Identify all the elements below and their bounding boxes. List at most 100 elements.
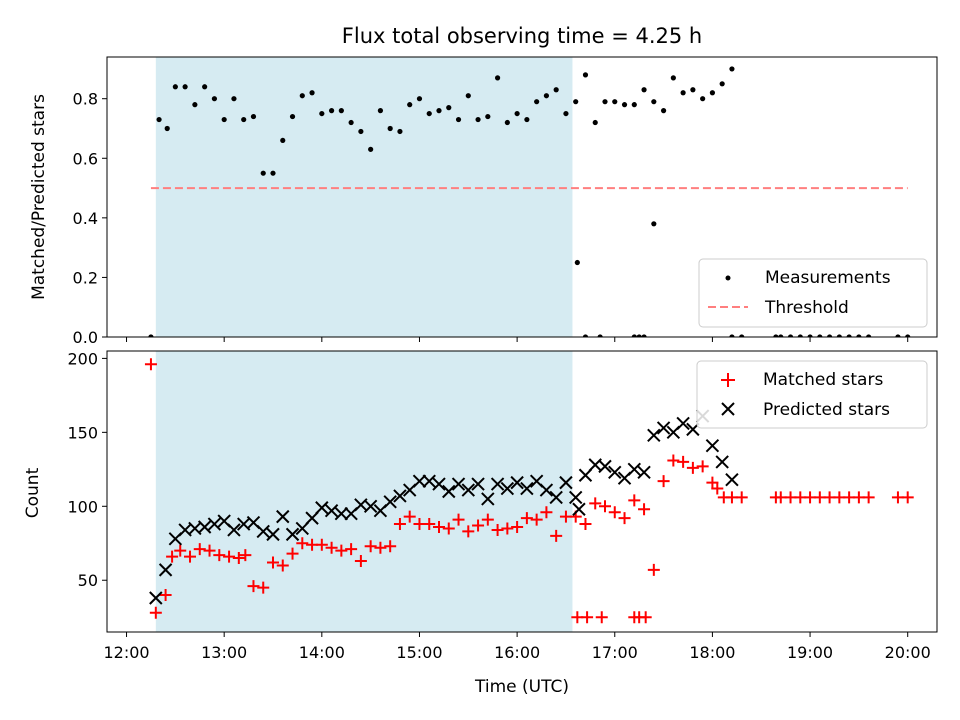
predicted-stars-point <box>647 428 661 443</box>
legend-predicted-label: Predicted stars <box>763 400 890 420</box>
bottom-y-axis-label: Count <box>23 467 43 518</box>
matched-stars-point <box>581 611 594 624</box>
x-tick-label: 13:00 <box>201 643 247 662</box>
matched-stars-point <box>491 523 504 536</box>
matched-stars-point <box>335 544 348 557</box>
matched-stars-point <box>520 512 533 525</box>
legend-x-marker <box>721 402 735 416</box>
legend-threshold-label: Threshold <box>764 298 849 318</box>
matched-stars-point <box>540 506 553 519</box>
measurement-point <box>475 116 481 123</box>
predicted-stars-point <box>559 475 573 490</box>
measurement-point <box>436 108 442 114</box>
top-y-tick-label: 0.4 <box>73 209 98 228</box>
measurement-point <box>807 334 813 337</box>
matched-stars-point <box>286 547 299 560</box>
matched-stars-point <box>433 520 445 533</box>
matched-stars-point <box>452 513 465 526</box>
matched-stars-point <box>696 460 709 473</box>
measurement-point <box>797 334 803 337</box>
measurement-point <box>553 87 559 93</box>
top-y-tick-label: 0.8 <box>73 90 98 109</box>
matched-stars-point <box>232 552 245 565</box>
measurement-point <box>670 75 676 81</box>
legend-measurements-label: Measurements <box>765 268 891 288</box>
measurement-point <box>573 99 579 105</box>
predicted-stars-point <box>481 492 495 506</box>
measurement-point <box>211 96 218 102</box>
measurement-point <box>192 102 198 108</box>
bottom-legend: Matched stars Predicted stars <box>696 360 928 429</box>
matched-stars-point <box>247 580 260 593</box>
matched-stars-point <box>159 589 172 602</box>
measurement-point <box>817 334 823 337</box>
predicted-stars-point <box>285 527 300 542</box>
matched-stars-point <box>667 454 680 467</box>
measurement-point <box>631 102 637 108</box>
matched-stars-point <box>638 503 651 516</box>
measurement-point <box>895 334 901 337</box>
matched-stars-point <box>374 541 387 554</box>
matched-stars-point <box>472 519 485 532</box>
measurement-point <box>534 99 540 105</box>
measurement-point <box>719 81 725 87</box>
matched-stars-point <box>166 550 179 563</box>
matched-stars-point <box>315 538 328 551</box>
bottom-y-tick-label: 150 <box>67 423 98 442</box>
measurement-point <box>328 108 335 114</box>
matched-stars-point <box>276 559 289 572</box>
matched-stars-point <box>223 550 236 563</box>
measurement-point <box>729 334 735 337</box>
predicted-stars-point <box>471 477 485 491</box>
measurement-point <box>739 334 745 337</box>
matched-stars-point <box>595 611 608 624</box>
predicted-stars-point <box>149 591 163 605</box>
measurement-point <box>700 96 706 102</box>
measurement-point <box>592 119 598 126</box>
measurement-point <box>631 334 637 337</box>
measurement-point <box>182 84 188 90</box>
matched-stars-point <box>149 606 162 619</box>
measurement-point <box>524 116 530 123</box>
measurement-point <box>446 105 452 111</box>
measurement-point <box>465 93 471 99</box>
measurement-point <box>866 334 872 337</box>
measurement-point <box>563 110 569 117</box>
matched-stars-point <box>364 540 377 553</box>
measurement-point <box>280 137 286 144</box>
x-tick-label: 16:00 <box>494 643 540 662</box>
predicted-stars-point <box>256 524 270 539</box>
measurement-point <box>504 119 510 126</box>
measurement-point <box>164 125 170 132</box>
predicted-stars-point <box>637 465 651 479</box>
predicted-stars-point <box>598 459 612 474</box>
bottom-y-tick-label: 200 <box>67 349 98 368</box>
measurement-point <box>651 221 657 227</box>
measurement-point <box>826 334 833 337</box>
x-tick-label: 14:00 <box>299 643 345 662</box>
top-observing-window-shade <box>155 57 573 337</box>
matched-stars-point <box>462 525 475 538</box>
top-y-tick-label: 0.0 <box>73 328 98 347</box>
matched-stars-point <box>639 611 652 624</box>
bottom-axes-frame <box>106 350 938 633</box>
predicted-stars-point <box>490 477 505 491</box>
predicted-stars-point <box>324 504 339 518</box>
measurement-point <box>348 119 354 126</box>
measurement-point <box>289 113 296 120</box>
measurement-point <box>387 125 393 132</box>
matched-stars-point <box>735 491 748 504</box>
measurement-point <box>660 108 667 114</box>
predicted-stars-point <box>276 509 290 524</box>
matched-stars-point <box>901 491 914 504</box>
measurement-point <box>148 334 154 337</box>
measurement-point <box>612 99 618 105</box>
bottom-y-tick-label: 50 <box>78 571 98 590</box>
matched-stars-point <box>608 506 621 519</box>
measurement-point <box>905 334 911 337</box>
measurement-point <box>309 90 315 96</box>
chart-title: Flux total observing time = 4.25 h <box>342 24 702 48</box>
matched-stars-point <box>345 543 358 556</box>
matched-stars-point <box>384 540 397 553</box>
